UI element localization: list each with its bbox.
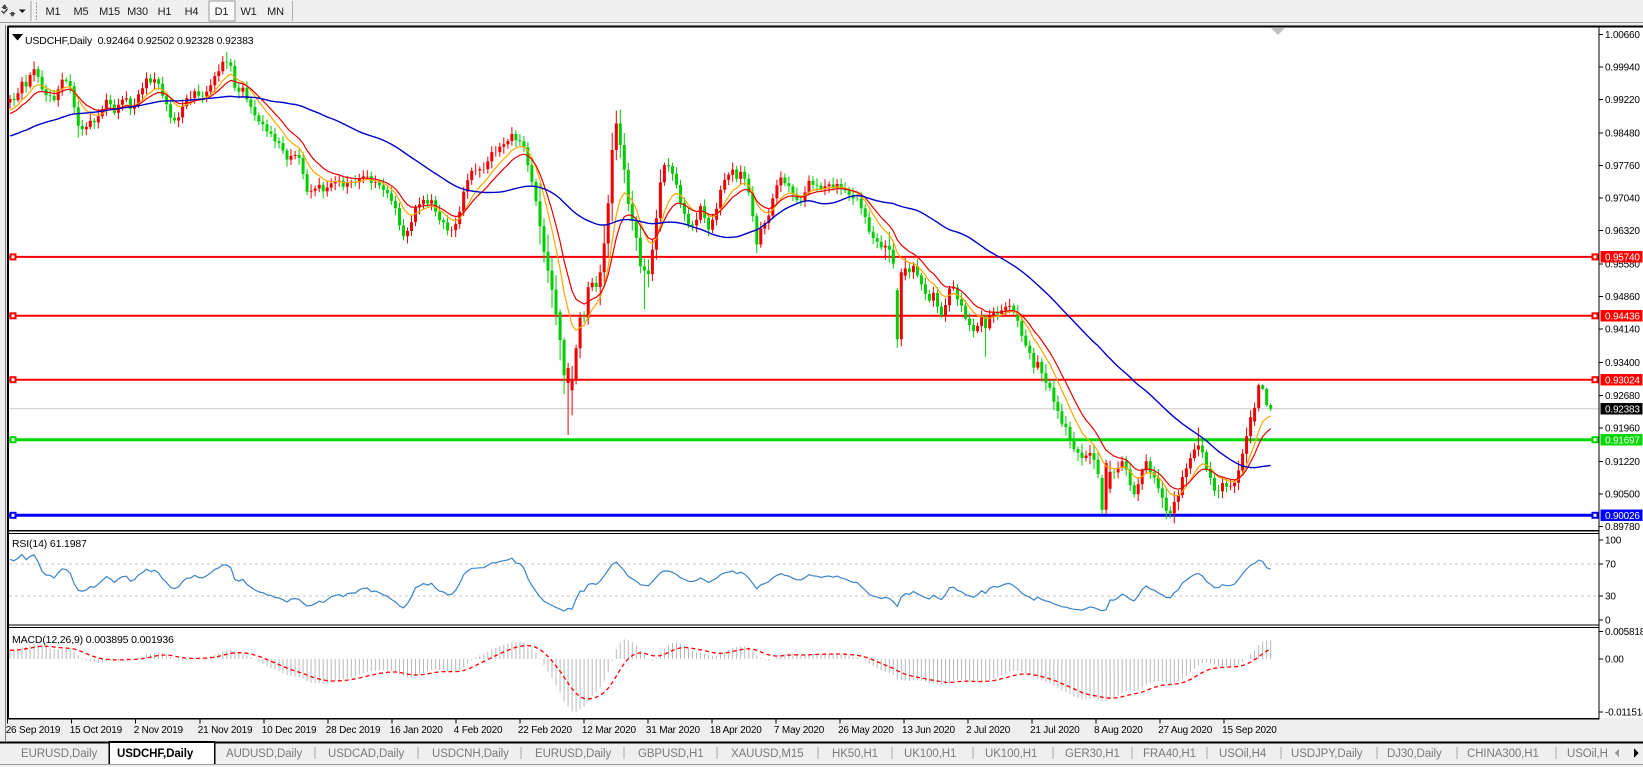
- svg-text:USOil,H4: USOil,H4: [1219, 748, 1267, 760]
- svg-text:0.94860: 0.94860: [1605, 292, 1640, 303]
- svg-text:USDCAD,Daily: USDCAD,Daily: [328, 748, 404, 760]
- svg-text:H4: H4: [185, 6, 199, 18]
- svg-text:2 Nov 2019: 2 Nov 2019: [134, 725, 184, 736]
- svg-text:USDCHF,Daily: USDCHF,Daily: [117, 748, 194, 760]
- svg-text:0.91220: 0.91220: [1605, 457, 1640, 468]
- svg-text:USOil,H: USOil,H: [1567, 748, 1608, 760]
- svg-text:USDJPY,Daily: USDJPY,Daily: [1291, 748, 1363, 760]
- svg-text:0.90500: 0.90500: [1605, 489, 1640, 500]
- svg-text:M30: M30: [127, 6, 148, 18]
- svg-text:0.005818: 0.005818: [1605, 627, 1643, 638]
- svg-text:0.91960: 0.91960: [1605, 423, 1640, 434]
- svg-text:28 Dec 2019: 28 Dec 2019: [326, 725, 381, 736]
- svg-text:0.95580: 0.95580: [1605, 260, 1640, 271]
- svg-text:0.92680: 0.92680: [1605, 391, 1640, 402]
- svg-text:RSI(14) 61.1987: RSI(14) 61.1987: [12, 538, 87, 550]
- svg-text:H1: H1: [158, 6, 172, 18]
- svg-text:AUDUSD,Daily: AUDUSD,Daily: [226, 748, 302, 760]
- svg-text:0.99940: 0.99940: [1605, 63, 1640, 74]
- svg-text:XAUUSD,M15: XAUUSD,M15: [731, 748, 804, 760]
- svg-text:8 Aug 2020: 8 Aug 2020: [1094, 725, 1143, 736]
- svg-text:MN: MN: [267, 6, 284, 18]
- svg-text:UK100,H1: UK100,H1: [985, 748, 1037, 760]
- svg-text:UK100,H1: UK100,H1: [904, 748, 956, 760]
- svg-text:0.93400: 0.93400: [1605, 358, 1640, 369]
- svg-text:21 Nov 2019: 21 Nov 2019: [198, 725, 253, 736]
- svg-text:0.99220: 0.99220: [1605, 95, 1640, 106]
- svg-text:0.90026: 0.90026: [1605, 511, 1640, 522]
- svg-text:4 Feb 2020: 4 Feb 2020: [454, 725, 503, 736]
- svg-text:70: 70: [1605, 560, 1616, 571]
- svg-text:21 Jul 2020: 21 Jul 2020: [1030, 725, 1080, 736]
- svg-text:-0.011514: -0.011514: [1605, 708, 1643, 719]
- svg-text:15 Oct 2019: 15 Oct 2019: [70, 725, 123, 736]
- svg-text:26 May 2020: 26 May 2020: [838, 725, 894, 736]
- svg-text:100: 100: [1605, 536, 1622, 547]
- svg-text:31 Mar 2020: 31 Mar 2020: [646, 725, 701, 736]
- svg-text:0.89780: 0.89780: [1605, 522, 1640, 533]
- svg-text:MACD(12,26,9) 0.003895 0.00193: MACD(12,26,9) 0.003895 0.001936: [12, 634, 174, 646]
- svg-text:USDCHF,Daily 0.92464 0.92502: USDCHF,Daily 0.92464 0.92502 0.92328 0.9…: [25, 35, 254, 47]
- svg-text:USDCNH,Daily: USDCNH,Daily: [432, 748, 509, 760]
- svg-text:D1: D1: [215, 6, 229, 18]
- svg-text:2 Jul 2020: 2 Jul 2020: [966, 725, 1011, 736]
- svg-text:M15: M15: [99, 6, 120, 18]
- svg-text:GER30,H1: GER30,H1: [1065, 748, 1120, 760]
- svg-text:18 Apr 2020: 18 Apr 2020: [710, 725, 762, 736]
- svg-text:27 Aug 2020: 27 Aug 2020: [1158, 725, 1213, 736]
- svg-text:FRA40,H1: FRA40,H1: [1143, 748, 1196, 760]
- svg-text:1.00660: 1.00660: [1605, 30, 1640, 41]
- svg-text:HK50,H1: HK50,H1: [832, 748, 878, 760]
- svg-text:0.96320: 0.96320: [1605, 226, 1640, 237]
- svg-text:0.00: 0.00: [1605, 655, 1624, 666]
- svg-text:0.94436: 0.94436: [1605, 312, 1640, 323]
- svg-text:0.93024: 0.93024: [1605, 376, 1640, 387]
- svg-text:EURUSD,Daily: EURUSD,Daily: [21, 748, 97, 760]
- svg-text:CHINA300,H1: CHINA300,H1: [1467, 748, 1539, 760]
- svg-text:GBPUSD,H1: GBPUSD,H1: [638, 748, 704, 760]
- svg-text:15 Sep 2020: 15 Sep 2020: [1222, 725, 1277, 736]
- svg-text:30: 30: [1605, 592, 1616, 603]
- svg-text:0.98480: 0.98480: [1605, 129, 1640, 140]
- svg-text:M1: M1: [46, 6, 61, 18]
- svg-text:0.94140: 0.94140: [1605, 325, 1640, 336]
- svg-text:13 Jun 2020: 13 Jun 2020: [902, 725, 955, 736]
- svg-text:0.97760: 0.97760: [1605, 161, 1640, 172]
- svg-text:12 Mar 2020: 12 Mar 2020: [582, 725, 637, 736]
- svg-text:W1: W1: [240, 6, 256, 18]
- svg-text:0: 0: [1605, 616, 1611, 627]
- svg-text:26 Sep 2019: 26 Sep 2019: [6, 725, 61, 736]
- svg-text:DJ30,Daily: DJ30,Daily: [1387, 748, 1442, 760]
- svg-text:22 Feb 2020: 22 Feb 2020: [518, 725, 573, 736]
- svg-text:0.92383: 0.92383: [1605, 405, 1640, 416]
- svg-text:0.95740: 0.95740: [1605, 253, 1640, 264]
- svg-text:EURUSD,Daily: EURUSD,Daily: [535, 748, 611, 760]
- svg-text:7 May 2020: 7 May 2020: [774, 725, 825, 736]
- svg-text:M5: M5: [74, 6, 89, 18]
- svg-text:16 Jan 2020: 16 Jan 2020: [390, 725, 443, 736]
- svg-text:0.91697: 0.91697: [1605, 436, 1640, 447]
- svg-text:10 Dec 2019: 10 Dec 2019: [262, 725, 317, 736]
- svg-text:0.97040: 0.97040: [1605, 194, 1640, 205]
